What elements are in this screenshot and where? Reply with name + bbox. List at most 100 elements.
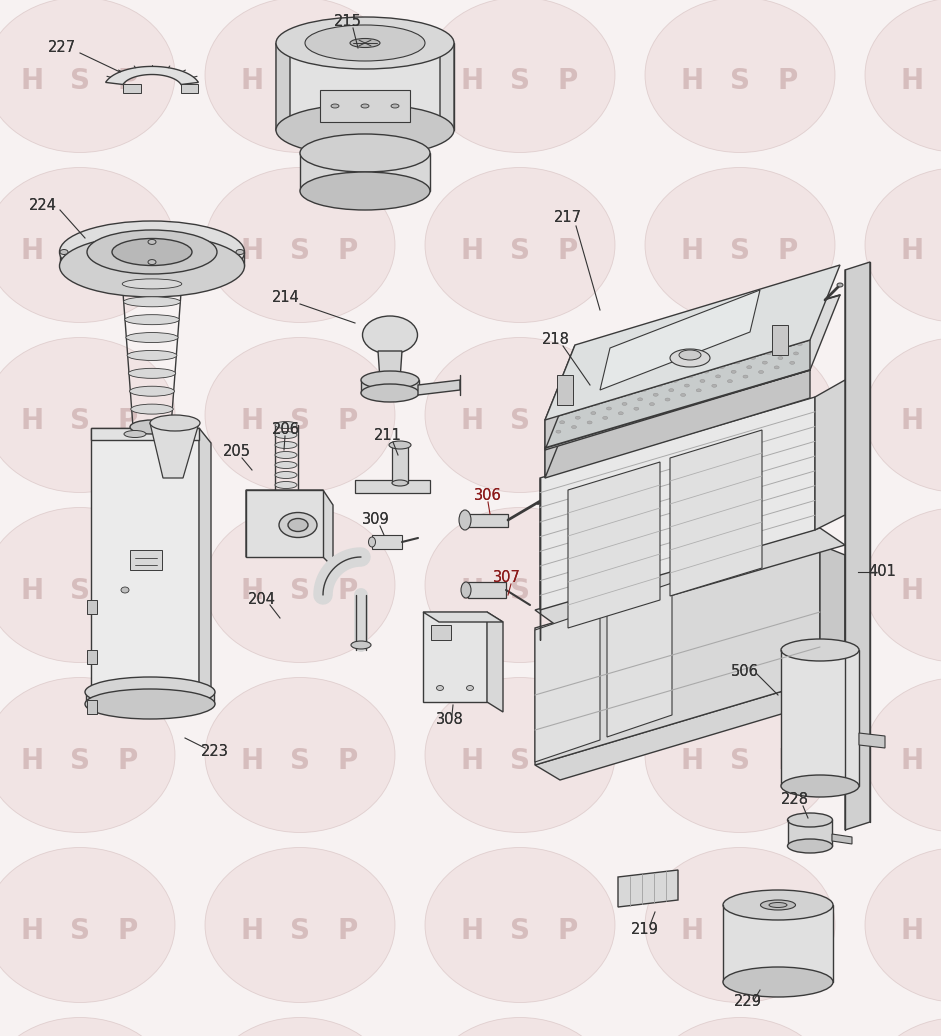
Ellipse shape bbox=[598, 393, 603, 396]
Ellipse shape bbox=[711, 384, 717, 387]
Polygon shape bbox=[832, 834, 852, 844]
Ellipse shape bbox=[645, 678, 835, 833]
Text: S: S bbox=[70, 917, 90, 945]
Ellipse shape bbox=[630, 383, 634, 386]
Ellipse shape bbox=[622, 402, 627, 405]
Polygon shape bbox=[815, 380, 845, 530]
Ellipse shape bbox=[556, 430, 561, 433]
Text: P: P bbox=[778, 577, 798, 605]
Text: H: H bbox=[241, 407, 263, 435]
Ellipse shape bbox=[621, 370, 627, 373]
Polygon shape bbox=[465, 514, 508, 527]
Ellipse shape bbox=[746, 333, 751, 336]
Ellipse shape bbox=[425, 1017, 615, 1036]
Ellipse shape bbox=[703, 337, 709, 340]
Text: 218: 218 bbox=[542, 333, 570, 347]
Polygon shape bbox=[545, 340, 810, 450]
Ellipse shape bbox=[205, 847, 395, 1003]
Ellipse shape bbox=[148, 239, 156, 244]
Text: S: S bbox=[510, 407, 530, 435]
Polygon shape bbox=[440, 44, 454, 140]
Text: 308: 308 bbox=[436, 713, 464, 727]
Text: P: P bbox=[118, 407, 138, 435]
Ellipse shape bbox=[760, 900, 795, 910]
Ellipse shape bbox=[59, 221, 245, 283]
Ellipse shape bbox=[653, 394, 658, 396]
Polygon shape bbox=[86, 692, 214, 704]
Text: S: S bbox=[70, 407, 90, 435]
Polygon shape bbox=[105, 66, 199, 85]
Polygon shape bbox=[468, 582, 506, 598]
Ellipse shape bbox=[392, 442, 408, 448]
Text: 219: 219 bbox=[631, 922, 659, 938]
Polygon shape bbox=[545, 373, 575, 478]
Ellipse shape bbox=[0, 0, 175, 152]
Polygon shape bbox=[557, 375, 573, 405]
Text: S: S bbox=[70, 747, 90, 775]
Ellipse shape bbox=[777, 323, 782, 326]
Ellipse shape bbox=[205, 338, 395, 492]
Text: H: H bbox=[21, 67, 43, 95]
Text: H: H bbox=[460, 237, 484, 265]
Bar bbox=[320, 90, 410, 122]
Text: H: H bbox=[680, 407, 704, 435]
Ellipse shape bbox=[778, 356, 783, 359]
Ellipse shape bbox=[131, 404, 173, 414]
Ellipse shape bbox=[646, 379, 650, 382]
Ellipse shape bbox=[590, 379, 596, 381]
Ellipse shape bbox=[132, 422, 172, 432]
Polygon shape bbox=[246, 490, 323, 557]
Ellipse shape bbox=[865, 338, 941, 492]
Ellipse shape bbox=[695, 356, 701, 358]
Text: 307: 307 bbox=[493, 571, 521, 585]
Ellipse shape bbox=[606, 374, 611, 377]
Ellipse shape bbox=[594, 369, 599, 372]
Text: H: H bbox=[21, 407, 43, 435]
Text: P: P bbox=[778, 917, 798, 945]
Text: 223: 223 bbox=[201, 745, 229, 759]
Ellipse shape bbox=[770, 342, 774, 345]
Ellipse shape bbox=[625, 361, 630, 364]
Ellipse shape bbox=[742, 342, 747, 345]
Ellipse shape bbox=[672, 346, 677, 349]
Bar bbox=[87, 650, 97, 664]
Ellipse shape bbox=[575, 383, 580, 386]
Text: H: H bbox=[21, 237, 43, 265]
Text: 228: 228 bbox=[781, 793, 809, 807]
Ellipse shape bbox=[205, 508, 395, 662]
Ellipse shape bbox=[205, 0, 395, 152]
Text: H: H bbox=[21, 747, 43, 775]
Text: P: P bbox=[338, 237, 359, 265]
Ellipse shape bbox=[425, 678, 615, 833]
Ellipse shape bbox=[276, 104, 454, 156]
Text: 401: 401 bbox=[868, 565, 896, 579]
Polygon shape bbox=[423, 612, 487, 702]
Ellipse shape bbox=[60, 250, 68, 255]
Text: 229: 229 bbox=[734, 995, 762, 1009]
Text: H: H bbox=[460, 407, 484, 435]
Ellipse shape bbox=[610, 398, 615, 401]
Ellipse shape bbox=[645, 1017, 835, 1036]
Ellipse shape bbox=[758, 338, 763, 341]
Polygon shape bbox=[568, 462, 660, 628]
Ellipse shape bbox=[750, 323, 755, 326]
Ellipse shape bbox=[805, 324, 810, 326]
Text: P: P bbox=[778, 407, 798, 435]
Ellipse shape bbox=[657, 384, 662, 386]
Text: 308: 308 bbox=[436, 713, 464, 727]
Ellipse shape bbox=[300, 134, 430, 172]
Text: S: S bbox=[290, 407, 310, 435]
Ellipse shape bbox=[288, 518, 308, 531]
Ellipse shape bbox=[602, 416, 608, 420]
Ellipse shape bbox=[673, 379, 678, 382]
Text: P: P bbox=[118, 237, 138, 265]
Ellipse shape bbox=[85, 689, 215, 719]
Ellipse shape bbox=[275, 482, 297, 489]
Ellipse shape bbox=[645, 338, 835, 492]
Ellipse shape bbox=[0, 508, 175, 662]
Ellipse shape bbox=[618, 411, 623, 414]
Ellipse shape bbox=[591, 411, 596, 414]
Ellipse shape bbox=[564, 411, 568, 414]
Text: S: S bbox=[70, 237, 90, 265]
Ellipse shape bbox=[275, 422, 297, 429]
